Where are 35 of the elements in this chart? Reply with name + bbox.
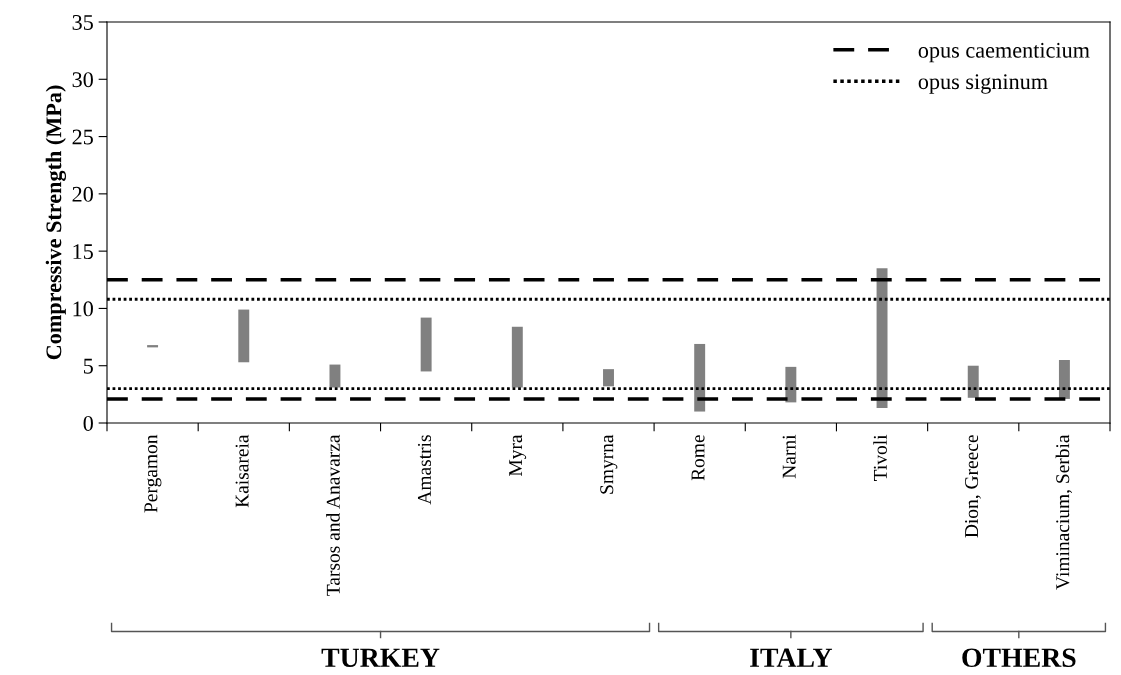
bar xyxy=(785,366,797,403)
y-tick-label: 10 xyxy=(73,301,93,317)
bar xyxy=(238,309,250,363)
x-tick-label: Tivoli xyxy=(873,434,887,481)
x-tick-label: Kaisareia xyxy=(235,434,249,508)
x-tick-label: Narni xyxy=(782,434,796,479)
y-tick-label: 35 xyxy=(72,14,93,30)
y-axis-title: Compressive Strength (MPa) xyxy=(45,85,67,360)
y-tick-label: 30 xyxy=(72,72,93,88)
x-tick-label: Tarsos and Anavarza xyxy=(326,434,340,596)
y-tick-label: 25 xyxy=(72,129,93,145)
bar xyxy=(511,326,523,388)
x-tick-label: Amastris xyxy=(417,435,431,505)
y-tick-label: 5 xyxy=(83,358,93,374)
x-tick-label: Myra xyxy=(509,434,527,477)
x-tick-label: Dion, Greece xyxy=(965,435,981,538)
x-tick-label: Smyrna xyxy=(600,434,618,494)
bar xyxy=(1058,359,1070,399)
x-tick-label: Rome xyxy=(691,435,705,481)
legend-label: opus caementicium xyxy=(918,42,1090,63)
y-tick-label: 15 xyxy=(73,244,93,260)
y-tick-label: 20 xyxy=(72,186,93,202)
y-tick-label: 0 xyxy=(83,415,93,431)
bar xyxy=(420,317,432,372)
text: ITALY xyxy=(750,648,833,667)
bar xyxy=(603,369,614,387)
x-tick-label: Pergamon xyxy=(144,434,162,513)
x-tick-label: Viminacium, Serbia xyxy=(1055,434,1073,590)
bar xyxy=(967,365,979,398)
text: TURKEY xyxy=(321,648,440,668)
bar xyxy=(876,268,888,409)
bar xyxy=(694,343,706,412)
legend-label: opus signinum xyxy=(918,74,1048,94)
text: OTHERS xyxy=(962,648,1076,668)
bar xyxy=(329,364,341,388)
